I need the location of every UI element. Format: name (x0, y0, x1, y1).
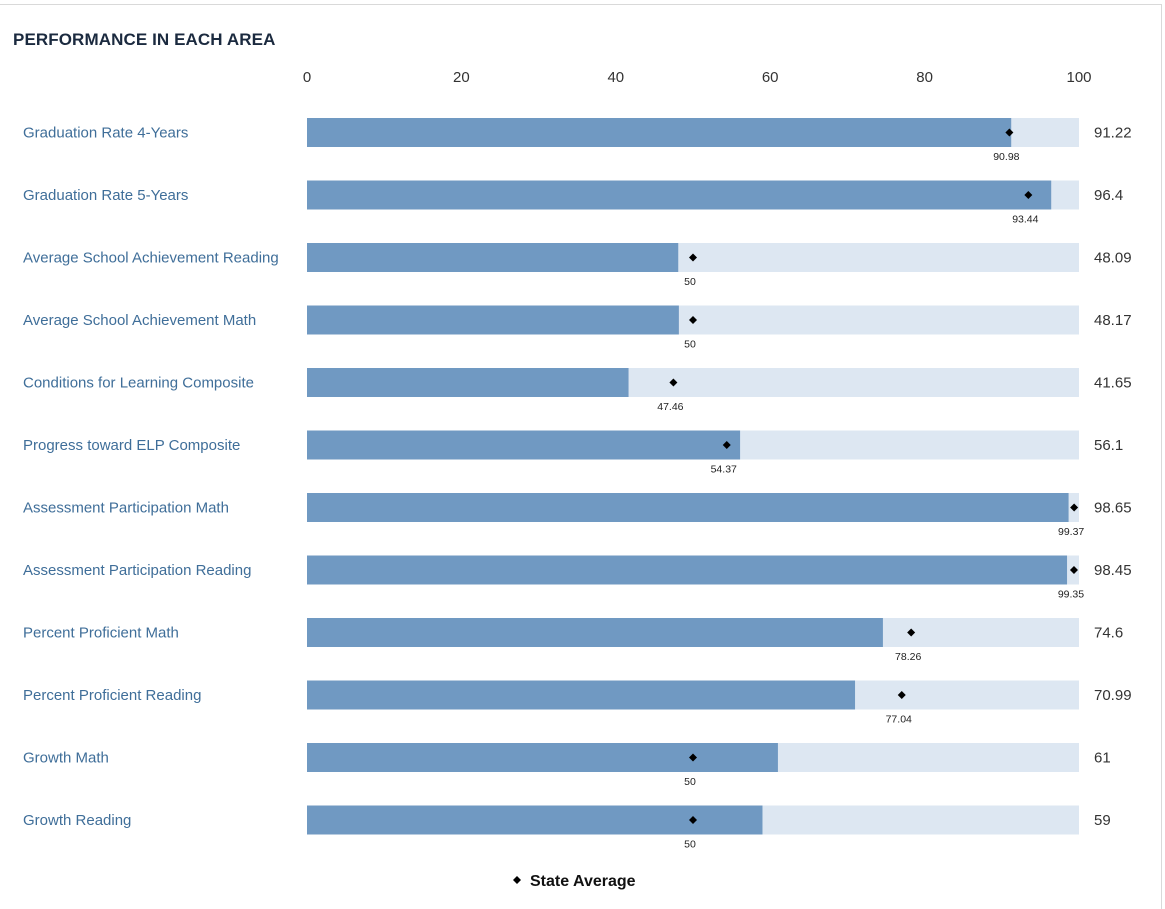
value-label: 48.09 (1094, 250, 1132, 267)
state-average-marker (689, 316, 697, 324)
bar (307, 805, 763, 835)
state-average-marker (1005, 128, 1014, 137)
state-average-marker (689, 816, 697, 824)
chart-title: PERFORMANCE IN EACH AREA (13, 30, 276, 49)
x-tick-label: 60 (762, 69, 779, 86)
state-average-label: 50 (684, 276, 696, 288)
bar (307, 493, 1069, 522)
category-label: Growth Math (23, 750, 109, 767)
state-average-label: 90.98 (993, 151, 1019, 163)
chart-row: Growth Math 50 61 (23, 743, 1111, 788)
state-average-label: 93.44 (1012, 214, 1038, 226)
state-average-label: 99.35 (1058, 589, 1084, 601)
chart-row: Growth Reading 50 59 (23, 805, 1111, 851)
x-tick-label: 100 (1066, 69, 1091, 86)
bar (307, 305, 679, 335)
value-label: 56.1 (1094, 437, 1123, 454)
chart-row: Assessment Participation Reading 99.35 98.… (23, 555, 1132, 601)
category-label: Progress toward ELP Composite (23, 437, 240, 454)
category-label: Average School Achievement Reading (23, 250, 279, 267)
state-average-marker (897, 691, 906, 699)
bar (307, 430, 741, 460)
bar (307, 243, 679, 272)
x-tick-label: 0 (303, 69, 311, 86)
category-label: Average School Achievement Math (23, 312, 256, 329)
x-axis-ticks: 0 20 40 60 80 100 (303, 69, 1092, 86)
value-label: 96.4 (1094, 187, 1123, 204)
chart-row: Graduation Rate 5-Years 93.44 96.4 (23, 180, 1123, 226)
category-label: Graduation Rate 4-Years (23, 125, 188, 142)
bar (307, 180, 1052, 210)
state-average-label: 78.26 (895, 651, 921, 663)
value-label: 98.65 (1094, 500, 1132, 517)
x-tick-label: 80 (916, 69, 933, 86)
category-label: Percent Proficient Math (23, 625, 179, 642)
x-tick-label: 40 (607, 69, 624, 86)
chart-row: Percent Proficient Math 78.26 74.6 (23, 618, 1123, 663)
state-average-label: 47.46 (657, 401, 683, 413)
state-average-marker (689, 753, 697, 762)
state-average-marker (689, 253, 697, 262)
bar (307, 118, 1012, 147)
x-tick-label: 20 (453, 69, 470, 86)
bar (307, 368, 629, 397)
chart-row: Progress toward ELP Composite 54.37 56.1 (23, 430, 1123, 476)
value-label: 59 (1094, 812, 1111, 829)
category-label: Growth Reading (23, 812, 131, 829)
state-average-label: 99.37 (1058, 526, 1084, 538)
value-label: 61 (1094, 750, 1111, 767)
state-average-marker (722, 441, 731, 449)
category-label: Assessment Participation Reading (23, 562, 251, 579)
chart-row: Average School Achievement Reading 50 48.0… (23, 243, 1132, 288)
state-average-marker (1024, 191, 1033, 199)
value-label: 70.99 (1094, 687, 1132, 704)
category-label: Graduation Rate 5-Years (23, 187, 188, 204)
chart-row: Average School Achievement Math 50 48.17 (23, 305, 1132, 351)
chart-row: Conditions for Learning Composite 47.46 41… (23, 368, 1132, 413)
state-average-marker (669, 378, 678, 387)
bar (307, 743, 778, 772)
legend: State Average (513, 873, 636, 890)
chart-row: Assessment Participation Math 99.37 98.65 (23, 493, 1132, 538)
legend-marker-icon (513, 876, 521, 884)
category-label: Percent Proficient Reading (23, 687, 201, 704)
chart-panel (0, 4, 1162, 909)
category-label: Conditions for Learning Composite (23, 375, 254, 392)
chart-rows: Graduation Rate 4-Years90.9891.22Graduat… (23, 118, 1132, 851)
state-average-label: 77.04 (886, 714, 912, 726)
state-average-marker (1069, 566, 1078, 574)
legend-label: State Average (530, 873, 636, 890)
value-label: 74.6 (1094, 625, 1123, 642)
value-label: 98.45 (1094, 562, 1132, 579)
category-label: Assessment Participation Math (23, 500, 229, 517)
bar (307, 618, 883, 647)
value-label: 48.17 (1094, 312, 1132, 329)
state-average-label: 50 (684, 839, 696, 851)
chart-row: Graduation Rate 4-Years 90.98 91.22 (23, 118, 1132, 163)
state-average-marker (1070, 503, 1079, 512)
chart-row: Percent Proficient Reading 77.04 70.99 (23, 680, 1132, 726)
state-average-label: 50 (684, 776, 696, 788)
state-average-marker (907, 628, 916, 637)
bar (307, 680, 856, 710)
value-label: 91.22 (1094, 125, 1132, 142)
bar (307, 555, 1068, 585)
state-average-label: 50 (684, 339, 696, 351)
value-label: 41.65 (1094, 375, 1132, 392)
state-average-label: 54.37 (711, 464, 737, 476)
